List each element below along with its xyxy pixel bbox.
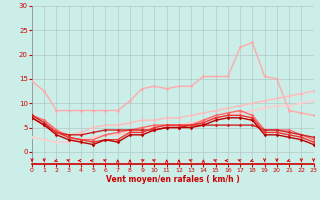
X-axis label: Vent moyen/en rafales ( km/h ): Vent moyen/en rafales ( km/h ) xyxy=(106,175,240,184)
